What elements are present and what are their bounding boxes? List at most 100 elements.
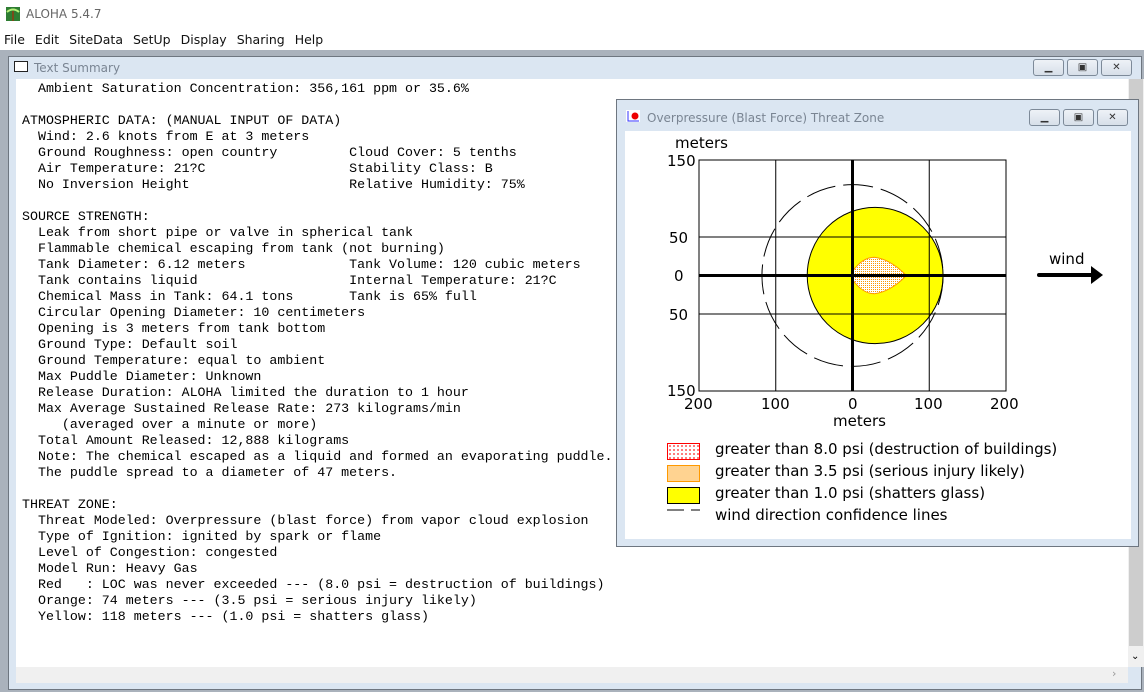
legend-swatch-yellow <box>667 487 700 504</box>
threat-zone-plot: meters 150 50 0 50 150 200 100 0 100 200… <box>625 131 1131 539</box>
line-text-right: Cloud Cover: 5 tenths <box>349 145 517 160</box>
line-text: Ground Roughness: open country <box>22 145 278 160</box>
summary-line: (averaged over a minute or more) <box>22 417 612 433</box>
menu-sitedata[interactable]: SiteData <box>69 32 123 47</box>
line-text: THREAT ZONE: <box>22 497 118 512</box>
line-text: No Inversion Height <box>22 177 190 192</box>
y-tick: 0 <box>674 267 684 285</box>
summary-line: Max Puddle Diameter: Unknown <box>22 369 612 385</box>
y-tick: 50 <box>669 229 689 247</box>
summary-line: Red : LOC was never exceeded --- (8.0 ps… <box>22 577 612 593</box>
x-tick: 100 <box>761 395 790 413</box>
wind-arrow-icon <box>1037 266 1103 284</box>
close-button[interactable]: ✕ <box>1101 59 1132 76</box>
summary-line: No Inversion Height Relative Humidity: 75… <box>22 177 612 193</box>
line-text: Air Temperature: 21?C <box>22 161 206 176</box>
summary-line: Wind: 2.6 knots from E at 3 meters <box>22 129 612 145</box>
line-text: Yellow: 118 meters --- (1.0 psi = shatte… <box>22 609 429 624</box>
horizontal-scrollbar[interactable]: › <box>16 667 1128 683</box>
line-text: Type of Ignition: ignited by spark or fl… <box>22 529 382 544</box>
maximize-button[interactable]: ▣ <box>1063 109 1094 126</box>
menu-sharing[interactable]: Sharing <box>236 32 285 47</box>
summary-line: Orange: 74 meters --- (3.5 psi = serious… <box>22 593 612 609</box>
palm-tree-icon <box>6 7 20 21</box>
summary-line <box>22 97 612 113</box>
line-text: Chemical Mass in Tank: 64.1 tons <box>22 289 294 304</box>
app-title: ALOHA 5.4.7 <box>26 7 102 21</box>
legend-label: wind direction confidence lines <box>715 506 948 524</box>
line-text: Level of Congestion: congested <box>22 545 278 560</box>
plot-svg <box>698 159 1007 392</box>
wind-label: wind <box>1049 250 1085 268</box>
summary-line: Air Temperature: 21?C Stability Class: B <box>22 161 612 177</box>
menu-display[interactable]: Display <box>180 32 227 47</box>
legend-label: greater than 1.0 psi (shatters glass) <box>715 484 986 502</box>
summary-line: Ground Type: Default soil <box>22 337 612 353</box>
maximize-button[interactable]: ▣ <box>1067 59 1098 76</box>
line-text-right: Tank Volume: 120 cubic meters <box>349 257 581 272</box>
legend-swatch-red <box>667 443 700 460</box>
summary-line: The puddle spread to a diameter of 47 me… <box>22 465 612 481</box>
minimize-button[interactable]: ▁ <box>1033 59 1064 76</box>
summary-line: Level of Congestion: congested <box>22 545 612 561</box>
summary-line: Threat Modeled: Overpressure (blast forc… <box>22 513 612 529</box>
line-text: Circular Opening Diameter: 10 centimeter… <box>22 305 366 320</box>
line-text: Max Puddle Diameter: Unknown <box>22 369 262 384</box>
summary-line: Opening is 3 meters from tank bottom <box>22 321 612 337</box>
menu-file[interactable]: File <box>4 32 25 47</box>
summary-line: Note: The chemical escaped as a liquid a… <box>22 449 613 465</box>
line-text: SOURCE STRENGTH: <box>22 209 150 224</box>
menu-edit[interactable]: Edit <box>34 32 60 47</box>
minimize-button[interactable]: ▁ <box>1029 109 1060 126</box>
line-text: (averaged over a minute or more) <box>22 417 318 432</box>
text-window-icon <box>14 61 28 72</box>
line-text: The puddle spread to a diameter of 47 me… <box>22 465 398 480</box>
menu-bar: File Edit SiteData SetUp Display Sharing… <box>0 30 1144 50</box>
window-title: Text Summary <box>34 61 121 75</box>
line-text: Ground Type: Default soil <box>22 337 238 352</box>
summary-line: Flammable chemical escaping from tank (n… <box>22 241 612 257</box>
line-text: Ground Temperature: equal to ambient <box>22 353 326 368</box>
x-tick: 0 <box>848 395 858 413</box>
legend-label: greater than 3.5 psi (serious injury lik… <box>715 462 1025 480</box>
line-text: Note: The chemical escaped as a liquid a… <box>22 449 613 464</box>
summary-line: ATMOSPHERIC DATA: (MANUAL INPUT OF DATA) <box>22 113 612 129</box>
line-text: Orange: 74 meters --- (3.5 psi = serious… <box>22 593 477 608</box>
summary-line <box>22 193 612 209</box>
summary-line <box>22 481 612 497</box>
scroll-down-icon[interactable]: ⌄ <box>1131 651 1140 662</box>
legend-swatch-orange <box>667 465 700 482</box>
line-text: Wind: 2.6 knots from E at 3 meters <box>22 129 310 144</box>
line-text: Tank Diameter: 6.12 meters <box>22 257 246 272</box>
summary-line: Circular Opening Diameter: 10 centimeter… <box>22 305 612 321</box>
line-text-right: Relative Humidity: 75% <box>349 177 525 192</box>
summary-line: Ambient Saturation Concentration: 356,16… <box>22 81 612 97</box>
line-text-right: Tank is 65% full <box>349 289 477 304</box>
window-title: Overpressure (Blast Force) Threat Zone <box>647 111 885 125</box>
summary-line: Ground Temperature: equal to ambient <box>22 353 612 369</box>
y-tick: 150 <box>667 152 696 170</box>
summary-line: Tank Diameter: 6.12 meters Tank Volume: 1… <box>22 257 612 273</box>
threat-zone-window: Overpressure (Blast Force) Threat Zone ▁… <box>616 99 1139 547</box>
close-button[interactable]: ✕ <box>1097 109 1128 126</box>
summary-line: Chemical Mass in Tank: 64.1 tons Tank is … <box>22 289 612 305</box>
summary-line: Tank contains liquid Internal Temperature… <box>22 273 612 289</box>
y-axis-label: meters <box>675 134 728 152</box>
summary-line: Max Average Sustained Release Rate: 273 … <box>22 401 612 417</box>
summary-line: Yellow: 118 meters --- (1.0 psi = shatte… <box>22 609 612 625</box>
x-tick: 100 <box>914 395 943 413</box>
summary-line: Release Duration: ALOHA limited the dura… <box>22 385 612 401</box>
chart-window-icon <box>626 110 640 122</box>
line-text: Threat Modeled: Overpressure (blast forc… <box>22 513 589 528</box>
scroll-right-icon[interactable]: › <box>1112 667 1117 680</box>
x-tick: 200 <box>684 395 713 413</box>
line-text: Leak from short pipe or valve in spheric… <box>22 225 413 240</box>
line-text: Total Amount Released: 12,888 kilograms <box>22 433 350 448</box>
menu-help[interactable]: Help <box>294 32 324 47</box>
menu-setup[interactable]: SetUp <box>133 32 171 47</box>
line-text: Release Duration: ALOHA limited the dura… <box>22 385 469 400</box>
legend-label: greater than 8.0 psi (destruction of bui… <box>715 440 1058 458</box>
line-text: Ambient Saturation Concentration: 356,16… <box>22 81 469 96</box>
summary-line: Total Amount Released: 12,888 kilograms <box>22 433 612 449</box>
line-text-right: Stability Class: B <box>349 161 493 176</box>
